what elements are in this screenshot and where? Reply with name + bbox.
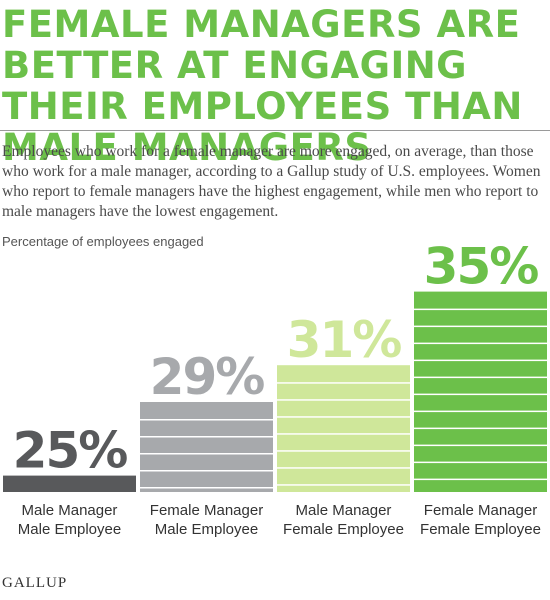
- bar-stripe: [277, 382, 410, 384]
- category-label-1-1: Male Employee: [155, 521, 258, 538]
- divider: [0, 130, 550, 131]
- bar-stripe: [140, 470, 273, 472]
- value-label-3: 35%: [424, 238, 539, 296]
- y-axis-label: Percentage of employees engaged: [2, 234, 204, 249]
- bar-stripe: [277, 399, 410, 401]
- gallup-logo: GALLUP: [2, 575, 68, 591]
- bar-2: [277, 365, 410, 492]
- bar-stripe: [140, 453, 273, 455]
- bar-stripe: [414, 427, 547, 430]
- category-label-3-1: Female Employee: [420, 521, 541, 538]
- bar-0: [3, 475, 136, 492]
- bar-stripe: [414, 478, 547, 481]
- bar-stripe: [414, 461, 547, 464]
- bar-stripe: [277, 484, 410, 486]
- bar-stripe: [277, 416, 410, 418]
- bar-3: [414, 291, 547, 492]
- bar-stripe: [414, 444, 547, 447]
- bar-stripe: [414, 359, 547, 362]
- bar-stripe: [140, 419, 273, 421]
- bar-stripe: [414, 376, 547, 379]
- category-label-1-0: Female Manager: [150, 502, 263, 519]
- bar-stripe: [277, 433, 410, 435]
- bar-stripe: [277, 450, 410, 452]
- category-label-2-1: Female Employee: [283, 521, 404, 538]
- chart-description: Employees who work for a female manager …: [2, 143, 541, 220]
- bar-stripe: [140, 436, 273, 438]
- bar-stripe: [414, 325, 547, 328]
- bar-stripe: [414, 342, 547, 345]
- bar-stripe: [414, 308, 547, 311]
- category-label-2-0: Male Manager: [296, 502, 392, 519]
- chart-title: FEMALE MANAGERS ARE BETTER AT ENGAGING T…: [2, 3, 523, 169]
- value-label-2: 31%: [287, 311, 402, 369]
- bar-stripe: [277, 467, 410, 469]
- bar-stripe: [414, 393, 547, 396]
- bar-1: [140, 402, 273, 492]
- category-label-0-0: Male Manager: [22, 502, 118, 519]
- bar-stripe: [414, 410, 547, 413]
- value-label-0: 25%: [13, 422, 128, 480]
- category-label-3-0: Female Manager: [424, 502, 537, 519]
- category-label-0-1: Male Employee: [18, 521, 121, 538]
- value-label-1: 29%: [150, 348, 265, 406]
- bar-stripe: [140, 487, 273, 489]
